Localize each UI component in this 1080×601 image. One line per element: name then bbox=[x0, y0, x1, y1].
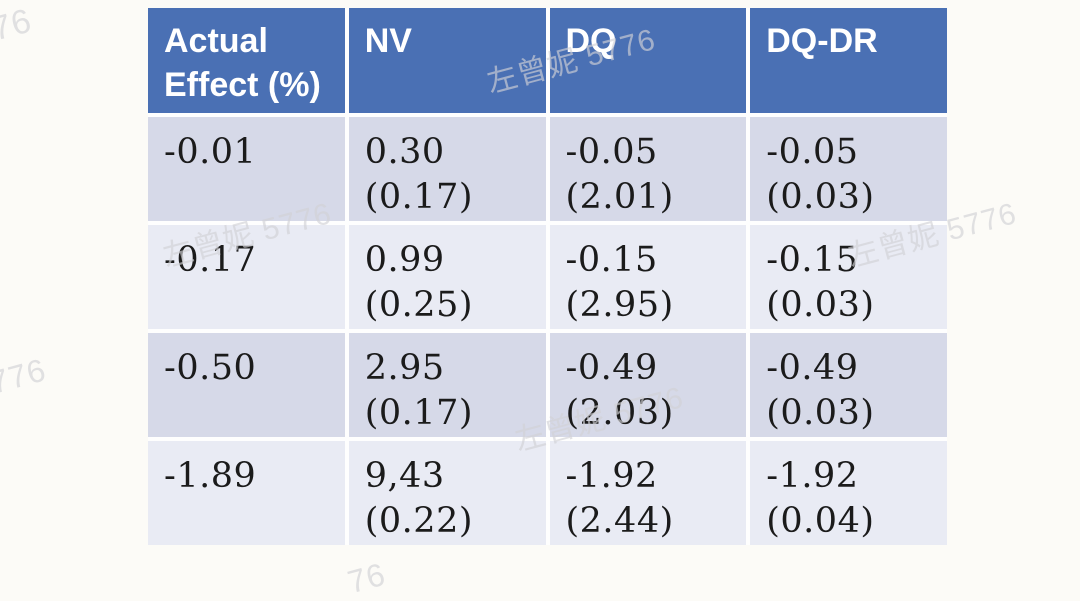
watermark-text: 776 bbox=[0, 351, 50, 401]
slide-background: Actual Effect (%) NV DQ DQ-DR -0.01 0.30… bbox=[0, 1, 1020, 601]
header-cell-nv: NV bbox=[348, 8, 546, 113]
cell-value: -0.05 bbox=[766, 132, 859, 172]
header-cell-dq: DQ bbox=[549, 8, 747, 113]
cell-value: -1.92 bbox=[565, 456, 658, 496]
cell-se: (0.25) bbox=[364, 285, 473, 325]
cell-value: -0.49 bbox=[766, 348, 859, 388]
cell-se: (0.17) bbox=[364, 177, 473, 217]
table-cell: -1.92 (0.04) bbox=[750, 441, 947, 545]
cell-se: (2.95) bbox=[565, 285, 674, 325]
cell-value: -0.15 bbox=[565, 240, 658, 280]
cell-se: (2.01) bbox=[565, 177, 674, 217]
cell-value: 2.95 bbox=[364, 348, 445, 388]
cell-value: -0.17 bbox=[164, 240, 257, 280]
cell-value: 0.30 bbox=[364, 132, 445, 172]
table-cell: -0.17 bbox=[148, 225, 345, 329]
table-cell: -1.89 bbox=[148, 441, 345, 545]
table-cell: -0.49 (2.03) bbox=[549, 333, 747, 437]
cell-value: -0.15 bbox=[766, 240, 859, 280]
header-cell-dq-dr: DQ-DR bbox=[750, 8, 947, 113]
table-cell: -0.15 (2.95) bbox=[549, 225, 747, 329]
cell-se: (0.03) bbox=[766, 393, 875, 433]
cell-se: (0.03) bbox=[766, 177, 875, 217]
table-cell: -1.92 (2.44) bbox=[549, 441, 747, 545]
cell-value: -0.01 bbox=[164, 132, 257, 172]
cell-value: -1.89 bbox=[164, 456, 257, 496]
cell-se: (2.03) bbox=[565, 393, 674, 433]
watermark-text: 76 bbox=[0, 1, 36, 49]
header-cell-actual-effect: Actual Effect (%) bbox=[148, 8, 345, 113]
table-cell: 0.30 (0.17) bbox=[348, 117, 546, 221]
cell-value: -0.05 bbox=[565, 132, 658, 172]
cell-se: (2.44) bbox=[565, 501, 674, 541]
cell-value: -1.92 bbox=[766, 456, 859, 496]
cell-value: -0.50 bbox=[164, 348, 257, 388]
watermark-text: 76 bbox=[343, 555, 390, 601]
cell-value: 9,43 bbox=[364, 456, 445, 496]
results-table: Actual Effect (%) NV DQ DQ-DR -0.01 0.30… bbox=[148, 8, 947, 545]
table-cell: 9,43 (0.22) bbox=[348, 441, 546, 545]
table-cell: -0.05 (0.03) bbox=[750, 117, 947, 221]
table-cell: -0.01 bbox=[148, 117, 345, 221]
table-cell: -0.50 bbox=[148, 333, 345, 437]
cell-se: (0.04) bbox=[766, 501, 875, 541]
cell-se: (0.17) bbox=[364, 393, 473, 433]
cell-se: (0.22) bbox=[364, 501, 473, 541]
cell-value: -0.49 bbox=[565, 348, 658, 388]
cell-value: 0.99 bbox=[364, 240, 445, 280]
table-cell: -0.15 (0.03) bbox=[750, 225, 947, 329]
table-cell: -0.05 (2.01) bbox=[549, 117, 747, 221]
table-cell: 2.95 (0.17) bbox=[348, 333, 546, 437]
table-cell: 0.99 (0.25) bbox=[348, 225, 546, 329]
cell-se: (0.03) bbox=[766, 285, 875, 325]
table-cell: -0.49 (0.03) bbox=[750, 333, 947, 437]
